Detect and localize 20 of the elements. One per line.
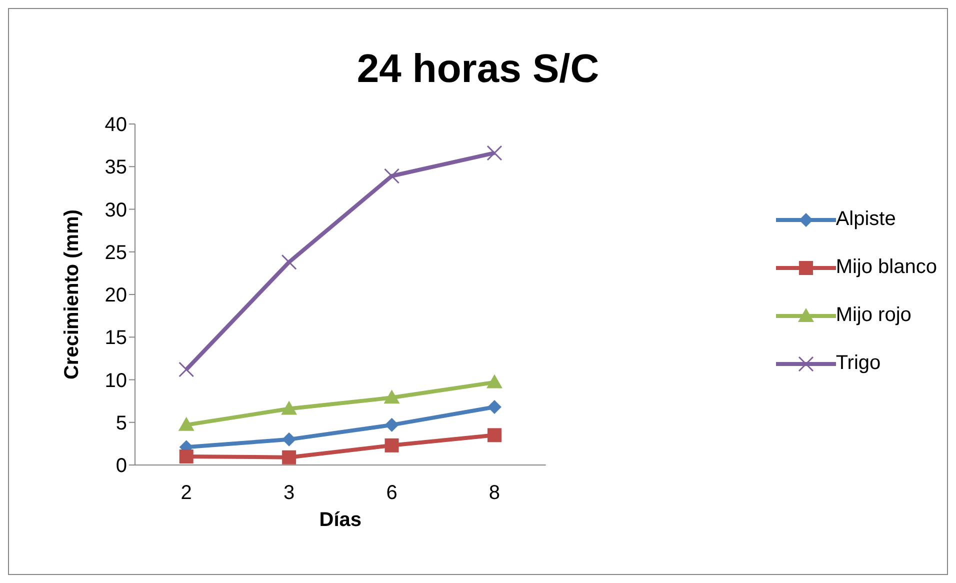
x-tick-label: 3 (284, 482, 295, 504)
y-tick-label: 15 (104, 327, 127, 350)
y-tick-label: 0 (116, 455, 127, 478)
y-tick-label: 30 (104, 199, 127, 222)
y-tick-label: 40 (104, 114, 127, 136)
y-tick-label: 10 (104, 370, 127, 392)
y-axis-title: Crecimiento (mm) (61, 209, 84, 380)
chart-title: 24 horas S/C (356, 47, 600, 92)
legend-label: Trigo (836, 352, 881, 375)
y-tick-label: 25 (104, 242, 127, 264)
y-tick-label: 35 (104, 156, 127, 179)
y-tick-label: 5 (116, 412, 127, 434)
x-tick-label: 8 (488, 482, 500, 504)
x-tick-label: 2 (180, 482, 192, 504)
y-tick-label: 20 (104, 284, 127, 307)
x-axis-title: Días (319, 509, 362, 531)
x-tick-label: 6 (386, 482, 398, 504)
legend-label: Alpiste (836, 208, 896, 231)
legend-label: Mijo blanco (836, 256, 937, 279)
legend-label: Mijo rojo (836, 304, 912, 327)
